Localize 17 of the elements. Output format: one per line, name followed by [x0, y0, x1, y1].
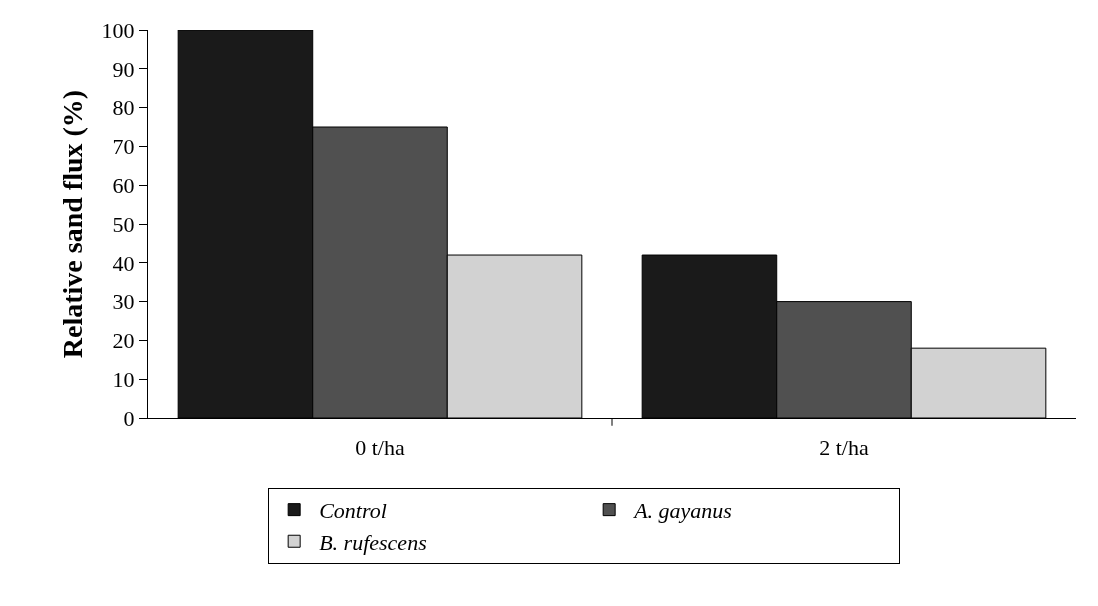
legend-label: Control: [319, 498, 387, 524]
y-tick-label: 90: [112, 56, 135, 82]
y-tick-label: 40: [112, 250, 135, 276]
y-axis-title: Relative sand flux (%): [57, 89, 89, 359]
y-tick-label: 30: [112, 289, 135, 315]
legend-label: B. rufescens: [319, 529, 427, 555]
legend-label: A. gayanus: [632, 498, 732, 524]
y-tick-label: 70: [112, 134, 135, 160]
y-tick-label: 10: [112, 366, 135, 392]
y-tick-label: 0: [123, 405, 135, 431]
y-tick-label: 20: [112, 328, 135, 354]
x-tick-label: 0 t/ha: [355, 435, 405, 461]
y-tick-label: 80: [112, 95, 135, 121]
y-tick-label: 100: [101, 17, 135, 43]
x-tick-label: 2 t/ha: [819, 435, 869, 461]
y-tick-label: 60: [112, 172, 135, 198]
y-tick-label: 50: [112, 211, 135, 237]
